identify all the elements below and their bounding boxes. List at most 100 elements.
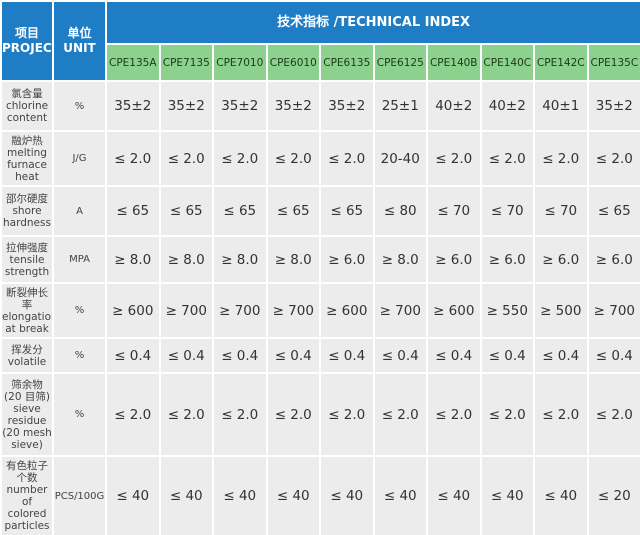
value-cell: ≥ 550	[479, 282, 535, 339]
value-cell: ≤ 65	[212, 185, 268, 237]
value-cell: ≤ 0.4	[158, 337, 214, 374]
value-cell: ≤ 0.4	[319, 337, 375, 374]
grade-header: CPE135C	[586, 43, 640, 82]
label-en: chlorine content	[5, 100, 49, 124]
value-cell: ≥ 6.0	[586, 235, 640, 284]
value-cell: ≤ 40	[372, 455, 428, 535]
value-cell: ≥ 6.0	[426, 235, 482, 284]
unit-cell: %	[52, 337, 107, 374]
unit-header: 单位 UNIT	[52, 0, 107, 82]
value-cell: ≤ 0.4	[426, 337, 482, 374]
value-cell: ≤ 40	[158, 455, 214, 535]
value-cell: ≥ 600	[105, 282, 161, 339]
value-cell: 40±1	[533, 80, 589, 132]
value-cell: ≤ 2.0	[426, 130, 482, 187]
grade-header: CPE140C	[479, 43, 535, 82]
value-cell: ≤ 2.0	[479, 372, 535, 457]
value-cell: ≤ 2.0	[479, 130, 535, 187]
value-cell: ≥ 700	[212, 282, 268, 339]
text: 项目	[14, 26, 39, 40]
value-cell: ≤ 70	[479, 185, 535, 237]
label-zh: 断裂伸长率	[6, 286, 48, 311]
value-cell: ≤ 65	[105, 185, 161, 237]
value-cell: ≤ 0.4	[533, 337, 589, 374]
grade-header: CPE7135	[158, 43, 214, 82]
value-cell: ≥ 6.0	[479, 235, 535, 284]
label-en: volatile	[7, 355, 47, 368]
value-cell: ≥ 8.0	[372, 235, 428, 284]
data-row: 氯含量 chlorine content% 35±2 35±2 35±2 35±2 35±2…	[0, 80, 640, 132]
row-label: 融炉热 melting furnace heat	[0, 130, 54, 187]
label-en: tensile strength	[4, 253, 50, 278]
value-cell: ≤ 2.0	[319, 372, 375, 457]
value-cell: ≥ 8.0	[158, 235, 214, 284]
value-cell: ≥ 8.0	[212, 235, 268, 284]
grade-header: CPE7010	[212, 43, 268, 82]
unit-cell: %	[52, 372, 107, 457]
value-cell: ≥ 600	[319, 282, 375, 339]
value-cell: ≤ 40	[426, 455, 482, 535]
value-cell: ≥ 8.0	[265, 235, 321, 284]
label-en: shore hardness	[3, 205, 51, 229]
label-en: number of colored particles	[4, 484, 50, 532]
value-cell: ≥ 600	[426, 282, 482, 339]
value-cell: ≤ 40	[533, 455, 589, 535]
value-cell: 20-40	[372, 130, 428, 187]
value-cell: ≤ 2.0	[265, 372, 321, 457]
label-zh: 挥发分	[11, 343, 43, 356]
value-cell: ≤ 40	[265, 455, 321, 535]
text: 单位	[67, 26, 92, 40]
value-cell: ≤ 0.4	[372, 337, 428, 374]
label-en: sieve residue (20 mesh sieve)	[2, 402, 52, 451]
value-cell: ≥ 6.0	[319, 235, 375, 284]
value-cell: ≤ 2.0	[105, 372, 161, 457]
value-cell: ≤ 2.0	[212, 372, 268, 457]
label-zh: 有色粒子个数	[6, 460, 48, 484]
data-row: 断裂伸长率 elongation at break% ≥ 600 ≥ 700 ≥ 700…	[0, 282, 640, 339]
value-cell: ≤ 40	[212, 455, 268, 535]
row-label: 氯含量 chlorine content	[0, 80, 54, 132]
text: UNIT	[63, 41, 96, 55]
grade-header: CPE6135	[319, 43, 375, 82]
value-cell: ≤ 80	[372, 185, 428, 237]
index-title: 技术指标 /TECHNICAL INDEX	[104, 0, 640, 45]
value-cell: 35±2	[319, 80, 375, 132]
value-cell: ≤ 2.0	[319, 130, 375, 187]
value-cell: ≤ 65	[586, 185, 640, 237]
value-cell: ≤ 40	[105, 455, 161, 535]
value-cell: ≤ 0.4	[105, 337, 161, 374]
value-cell: ≥ 500	[533, 282, 589, 339]
project-header: 项目PROJECT	[0, 0, 54, 82]
value-cell: ≤ 40	[479, 455, 535, 535]
label-zh: 邵尔硬度	[6, 193, 48, 205]
data-row: 拉伸强度 tensile strength MPA ≥ 8.0 ≥ 8.0 ≥ 8.0 ≥ …	[0, 235, 640, 284]
grade-row: CPE135A CPE7135 CPE7010 CPE6010 CPE6135 CPE61…	[1, 43, 640, 82]
unit-cell: A	[52, 185, 107, 237]
value-cell: ≤ 2.0	[105, 130, 161, 187]
unit-cell: %	[52, 282, 107, 339]
grade-header: CPE142C	[533, 43, 589, 82]
value-cell: ≤ 2.0	[426, 372, 482, 457]
grade-header: CPE140B	[426, 43, 482, 82]
value-cell: 35±2	[105, 80, 161, 132]
row-label: 拉伸强度 tensile strength	[0, 235, 54, 284]
value-cell: ≤ 0.4	[265, 337, 321, 374]
row-label: 断裂伸长率 elongation at break	[0, 282, 54, 339]
value-cell: ≤ 2.0	[533, 372, 589, 457]
data-row: 挥发分 volatile% ≤ 0.4 ≤ 0.4 ≤ 0.4 ≤ 0.4 ≤ 0.4 ≤ 0…	[0, 337, 640, 374]
grade-header: CPE135A	[105, 43, 161, 82]
label-en: melting furnace heat	[7, 146, 47, 183]
value-cell: ≤ 2.0	[158, 130, 214, 187]
value-cell: ≥ 700	[158, 282, 214, 339]
value-cell: ≤ 2.0	[586, 130, 640, 187]
value-cell: ≤ 40	[319, 455, 375, 535]
value-cell: ≥ 700	[586, 282, 640, 339]
row-label: 有色粒子个数 number of colored particles	[0, 455, 54, 535]
value-cell: ≤ 70	[426, 185, 482, 237]
text: PROJECT	[2, 41, 52, 55]
data-row: 有色粒子个数 number of colored particles PCS/100…	[0, 455, 640, 535]
value-cell: ≤ 0.4	[212, 337, 268, 374]
